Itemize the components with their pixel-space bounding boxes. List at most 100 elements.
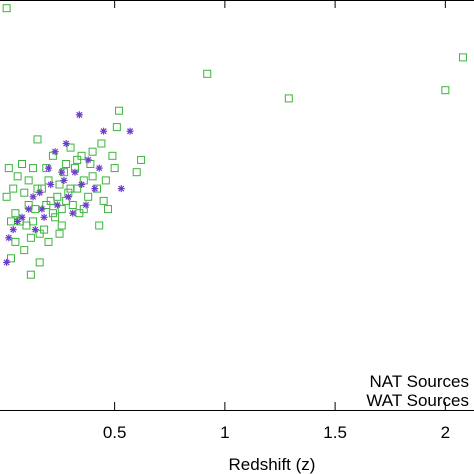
nat-sources-point-16 (5, 234, 13, 242)
nat-sources-point-28 (38, 205, 46, 213)
x-tick-label-0-5: 0.5 (103, 423, 127, 442)
wat-sources-point-64 (79, 205, 88, 214)
nat-sources-point-22 (78, 181, 86, 188)
wat-sources-point-11 (66, 143, 75, 152)
nat-sources-point-21 (64, 193, 72, 201)
nat-sources-point-2 (126, 127, 134, 135)
wat-sources-point-44 (84, 192, 93, 201)
wat-sources-point-10 (97, 139, 106, 148)
wat-sources-point-30 (40, 225, 49, 234)
wat-sources-point-39 (68, 201, 77, 209)
wat-sources-point-71 (11, 237, 20, 246)
wat-sources-point-20 (7, 217, 16, 226)
wat-sources-point-28 (35, 229, 44, 238)
wat-sources-point-59 (48, 209, 57, 218)
nat-sources-point-3 (62, 140, 70, 147)
wat-sources-point-22 (2, 192, 11, 201)
wat-sources-point-42 (75, 209, 84, 218)
wat-sources-point-72 (88, 147, 97, 156)
legend: NAT Sources WAT Sources (366, 372, 469, 410)
wat-sources-point-48 (104, 205, 113, 214)
nat-sources-point-6 (95, 164, 103, 172)
wat-sources-point-12 (62, 160, 71, 168)
wat-sources-point-4 (458, 53, 467, 62)
nat-sources-point-11 (29, 193, 37, 201)
wat-sources-point-60 (57, 221, 66, 230)
wat-sources-point-68 (44, 237, 53, 246)
wat-sources-point-63 (73, 155, 82, 164)
wat-sources-point-53 (13, 172, 22, 181)
wat-sources-point-17 (24, 176, 33, 185)
wat-sources-point-58 (42, 201, 51, 209)
x-tick-label-2: 2 (441, 423, 450, 442)
wat-sources-point-8 (132, 168, 141, 177)
nat-sources-point-26 (58, 168, 66, 176)
nat-sources-point-4 (51, 148, 59, 156)
data-points (2, 4, 467, 279)
nat-sources-point-24 (82, 201, 90, 209)
nat-sources-point-9 (47, 181, 55, 188)
wat-sources-point-2 (284, 94, 293, 103)
wat-sources-point-62 (66, 184, 75, 193)
wat-sources-point-34 (53, 192, 62, 201)
wat-sources-point-5 (115, 106, 124, 115)
wat-sources-point-21 (4, 164, 13, 173)
wat-sources-point-50 (95, 221, 104, 230)
legend-entry-nat-sources: NAT Sources (369, 372, 469, 391)
nat-sources-point-25 (69, 209, 77, 217)
wat-sources-point-7 (137, 155, 146, 164)
wat-sources-point-49 (110, 164, 119, 173)
wat-sources-point-9 (108, 151, 117, 160)
x-tick-label-1-5: 1.5 (323, 423, 347, 442)
nat-sources-point-7 (71, 168, 79, 176)
wat-sources-point-45 (88, 172, 97, 181)
wat-sources-point-32 (46, 196, 55, 205)
wat-sources-point-15 (33, 135, 42, 144)
nat-sources-point-23 (91, 185, 99, 193)
wat-sources-point-1 (203, 69, 212, 78)
wat-sources-point-13 (48, 151, 57, 160)
nat-sources-point-17 (3, 258, 11, 266)
wat-sources-point-18 (20, 188, 29, 197)
nat-sources-point-14 (14, 217, 22, 225)
wat-sources-point-25 (22, 221, 31, 230)
x-ticks: 0.5 1 1.5 2 (103, 0, 450, 442)
wat-sources-point-35 (55, 180, 64, 189)
wat-sources-point-16 (29, 164, 38, 173)
wat-sources-point-70 (35, 258, 44, 267)
wat-sources-point-66 (7, 254, 16, 263)
wat-sources-point-27 (31, 205, 40, 214)
x-tick-label-1: 1 (220, 423, 229, 442)
wat-sources-point-6 (112, 123, 121, 132)
nat-sources-point-15 (9, 226, 17, 234)
wat-sources-point-3 (441, 86, 450, 95)
nat-sources-point-19 (40, 213, 48, 221)
wat-sources-point-67 (20, 246, 29, 255)
wat-sources-point-73 (101, 176, 110, 185)
legend-entry-wat-sources: WAT Sources (366, 391, 469, 410)
wat-sources-point-23 (11, 209, 20, 218)
wat-sources-point-51 (86, 160, 95, 168)
nat-sources-point-1 (100, 127, 108, 135)
wat-sources-point-65 (26, 270, 35, 279)
wat-sources-point-56 (29, 217, 38, 226)
wat-sources-point-47 (99, 196, 108, 205)
nat-sources-point-5 (84, 156, 92, 164)
nat-sources-point-20 (53, 201, 61, 209)
wat-sources-point-36 (57, 205, 66, 214)
wat-sources-point-52 (77, 151, 86, 160)
wat-sources-point-26 (26, 233, 35, 242)
nat-sources-point-27 (45, 164, 53, 172)
x-axis-label: Redshift (z) (229, 455, 316, 474)
nat-sources-point-18 (31, 226, 39, 234)
nat-sources-point-0 (75, 111, 83, 119)
nat-sources-point-8 (60, 176, 68, 184)
wat-sources-point-0 (2, 4, 11, 13)
wat-sources-point-69 (55, 229, 64, 238)
plot-frame (0, 0, 474, 411)
wat-sources-point-33 (51, 213, 60, 222)
nat-sources-point-10 (36, 189, 44, 197)
wat-sources-point-19 (9, 184, 18, 193)
wat-sources-point-54 (18, 160, 27, 168)
